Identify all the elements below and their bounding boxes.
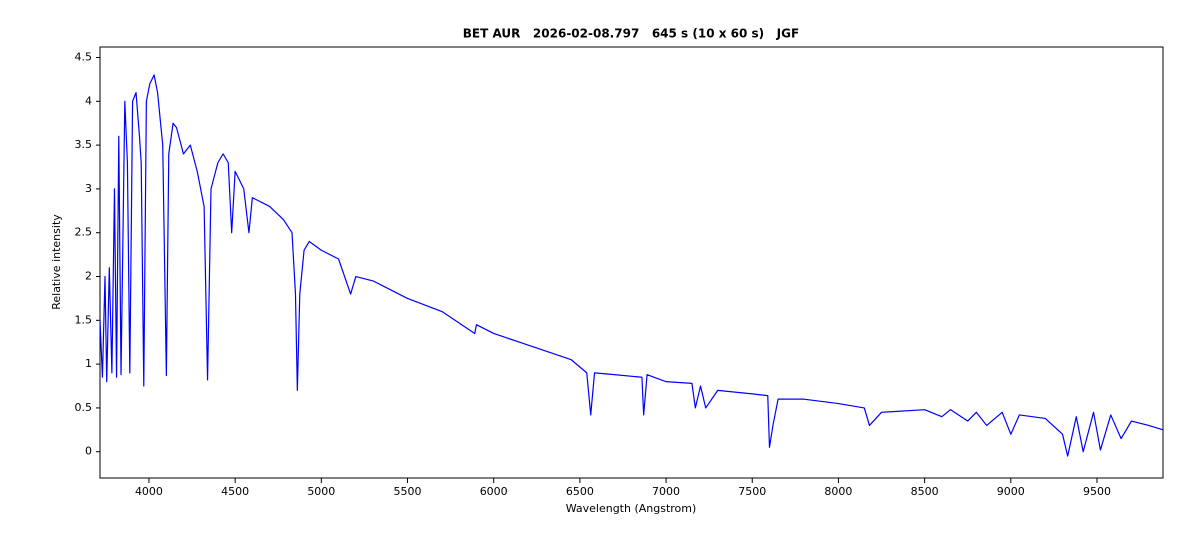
x-tick-label: 5500 xyxy=(394,485,422,498)
x-tick-label: 8000 xyxy=(824,485,852,498)
x-tick-label: 5000 xyxy=(307,485,335,498)
y-tick-label: 0.5 xyxy=(75,401,93,414)
plot-frame xyxy=(99,46,1164,479)
x-tick-label: 6000 xyxy=(480,485,508,498)
x-tick-label: 6500 xyxy=(566,485,594,498)
y-tick-label: 3 xyxy=(85,182,92,195)
x-tick-label: 4500 xyxy=(221,485,249,498)
y-tick-label: 1 xyxy=(85,357,92,370)
y-tick-label: 1.5 xyxy=(75,313,93,326)
x-tick-label: 4000 xyxy=(135,485,163,498)
x-tick-label: 9000 xyxy=(997,485,1025,498)
y-tick-label: 4 xyxy=(85,94,92,107)
spectrum-line xyxy=(99,74,1164,457)
x-tick-label: 7500 xyxy=(738,485,766,498)
chart-title: BET AUR 2026-02-08.797 645 s (10 x 60 s)… xyxy=(463,27,799,41)
y-tick-label: 4.5 xyxy=(75,51,93,64)
x-tick-label: 9500 xyxy=(1083,485,1111,498)
x-tick-label: 7000 xyxy=(652,485,680,498)
y-tick-label: 0 xyxy=(85,445,92,458)
x-axis-label: Wavelength (Angstrom) xyxy=(566,502,697,515)
y-axis-label: Relative intensity xyxy=(50,214,63,310)
y-tick-label: 2 xyxy=(85,270,92,283)
y-tick-label: 3.5 xyxy=(75,138,93,151)
x-tick-label: 8500 xyxy=(911,485,939,498)
y-tick-label: 2.5 xyxy=(75,226,93,239)
